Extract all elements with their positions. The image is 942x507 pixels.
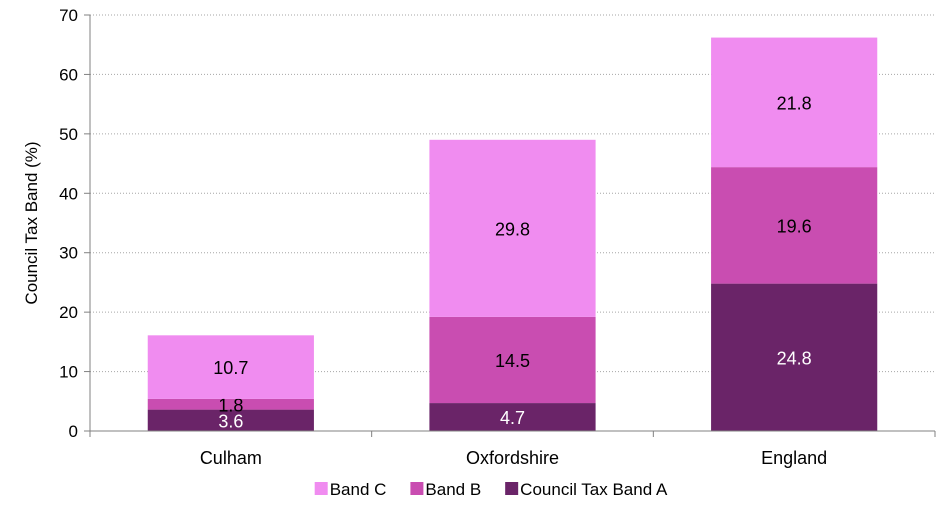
y-tick-label: 10 xyxy=(59,363,78,382)
bar-segment xyxy=(147,409,314,431)
data-label: 1.8 xyxy=(218,395,243,415)
y-tick-label: 0 xyxy=(69,422,78,441)
legend-swatch xyxy=(505,482,519,495)
bar-segment xyxy=(711,167,878,284)
legend-label: Band C xyxy=(330,480,387,499)
x-tick-label: England xyxy=(761,448,827,468)
legend-item: Band C xyxy=(314,480,387,499)
legend-label: Council Tax Band A xyxy=(520,480,668,499)
x-tick-label: Culham xyxy=(200,448,262,468)
data-label: 10.7 xyxy=(213,358,248,378)
bars: 3.61.8 10.7 4.7 14.5 29.8 24.8 19.6 21.8 xyxy=(147,37,878,431)
legend-label: Band B xyxy=(425,480,481,499)
y-tick-label: 70 xyxy=(59,6,78,25)
legend-swatch xyxy=(410,482,424,495)
bar-segment xyxy=(147,398,314,410)
data-label: 21.8 xyxy=(777,93,812,113)
axes: 0 10 20 30 40 50 60 70 Culham Oxfordshire England xyxy=(59,6,936,468)
legend-item: Council Tax Band A xyxy=(505,480,668,499)
y-axis-title: Council Tax Band (%) xyxy=(22,141,41,304)
bar-segment xyxy=(429,403,596,431)
bar-segment xyxy=(147,335,314,399)
bar-segment xyxy=(429,316,596,404)
data-label: 4.7 xyxy=(500,408,525,428)
data-label: 29.8 xyxy=(495,219,530,239)
data-label: 14.5 xyxy=(495,351,530,371)
bar-segment xyxy=(711,283,878,431)
data-label: 19.6 xyxy=(777,216,812,236)
data-label: 24.8 xyxy=(777,348,812,368)
y-tick-label: 50 xyxy=(59,125,78,144)
legend-swatch xyxy=(314,482,328,495)
y-tick-label: 40 xyxy=(59,184,78,203)
bar-segment xyxy=(429,139,596,317)
x-tick-label: Oxfordshire xyxy=(466,448,559,468)
y-tick-label: 20 xyxy=(59,303,78,322)
legend: Band C Band B Council Tax Band A xyxy=(314,480,668,499)
bar-segment xyxy=(711,37,878,168)
y-tick-label: 60 xyxy=(59,65,78,84)
data-label: 3.6 xyxy=(218,411,243,431)
y-tick-label: 30 xyxy=(59,244,78,263)
legend-item: Band B xyxy=(410,480,481,499)
